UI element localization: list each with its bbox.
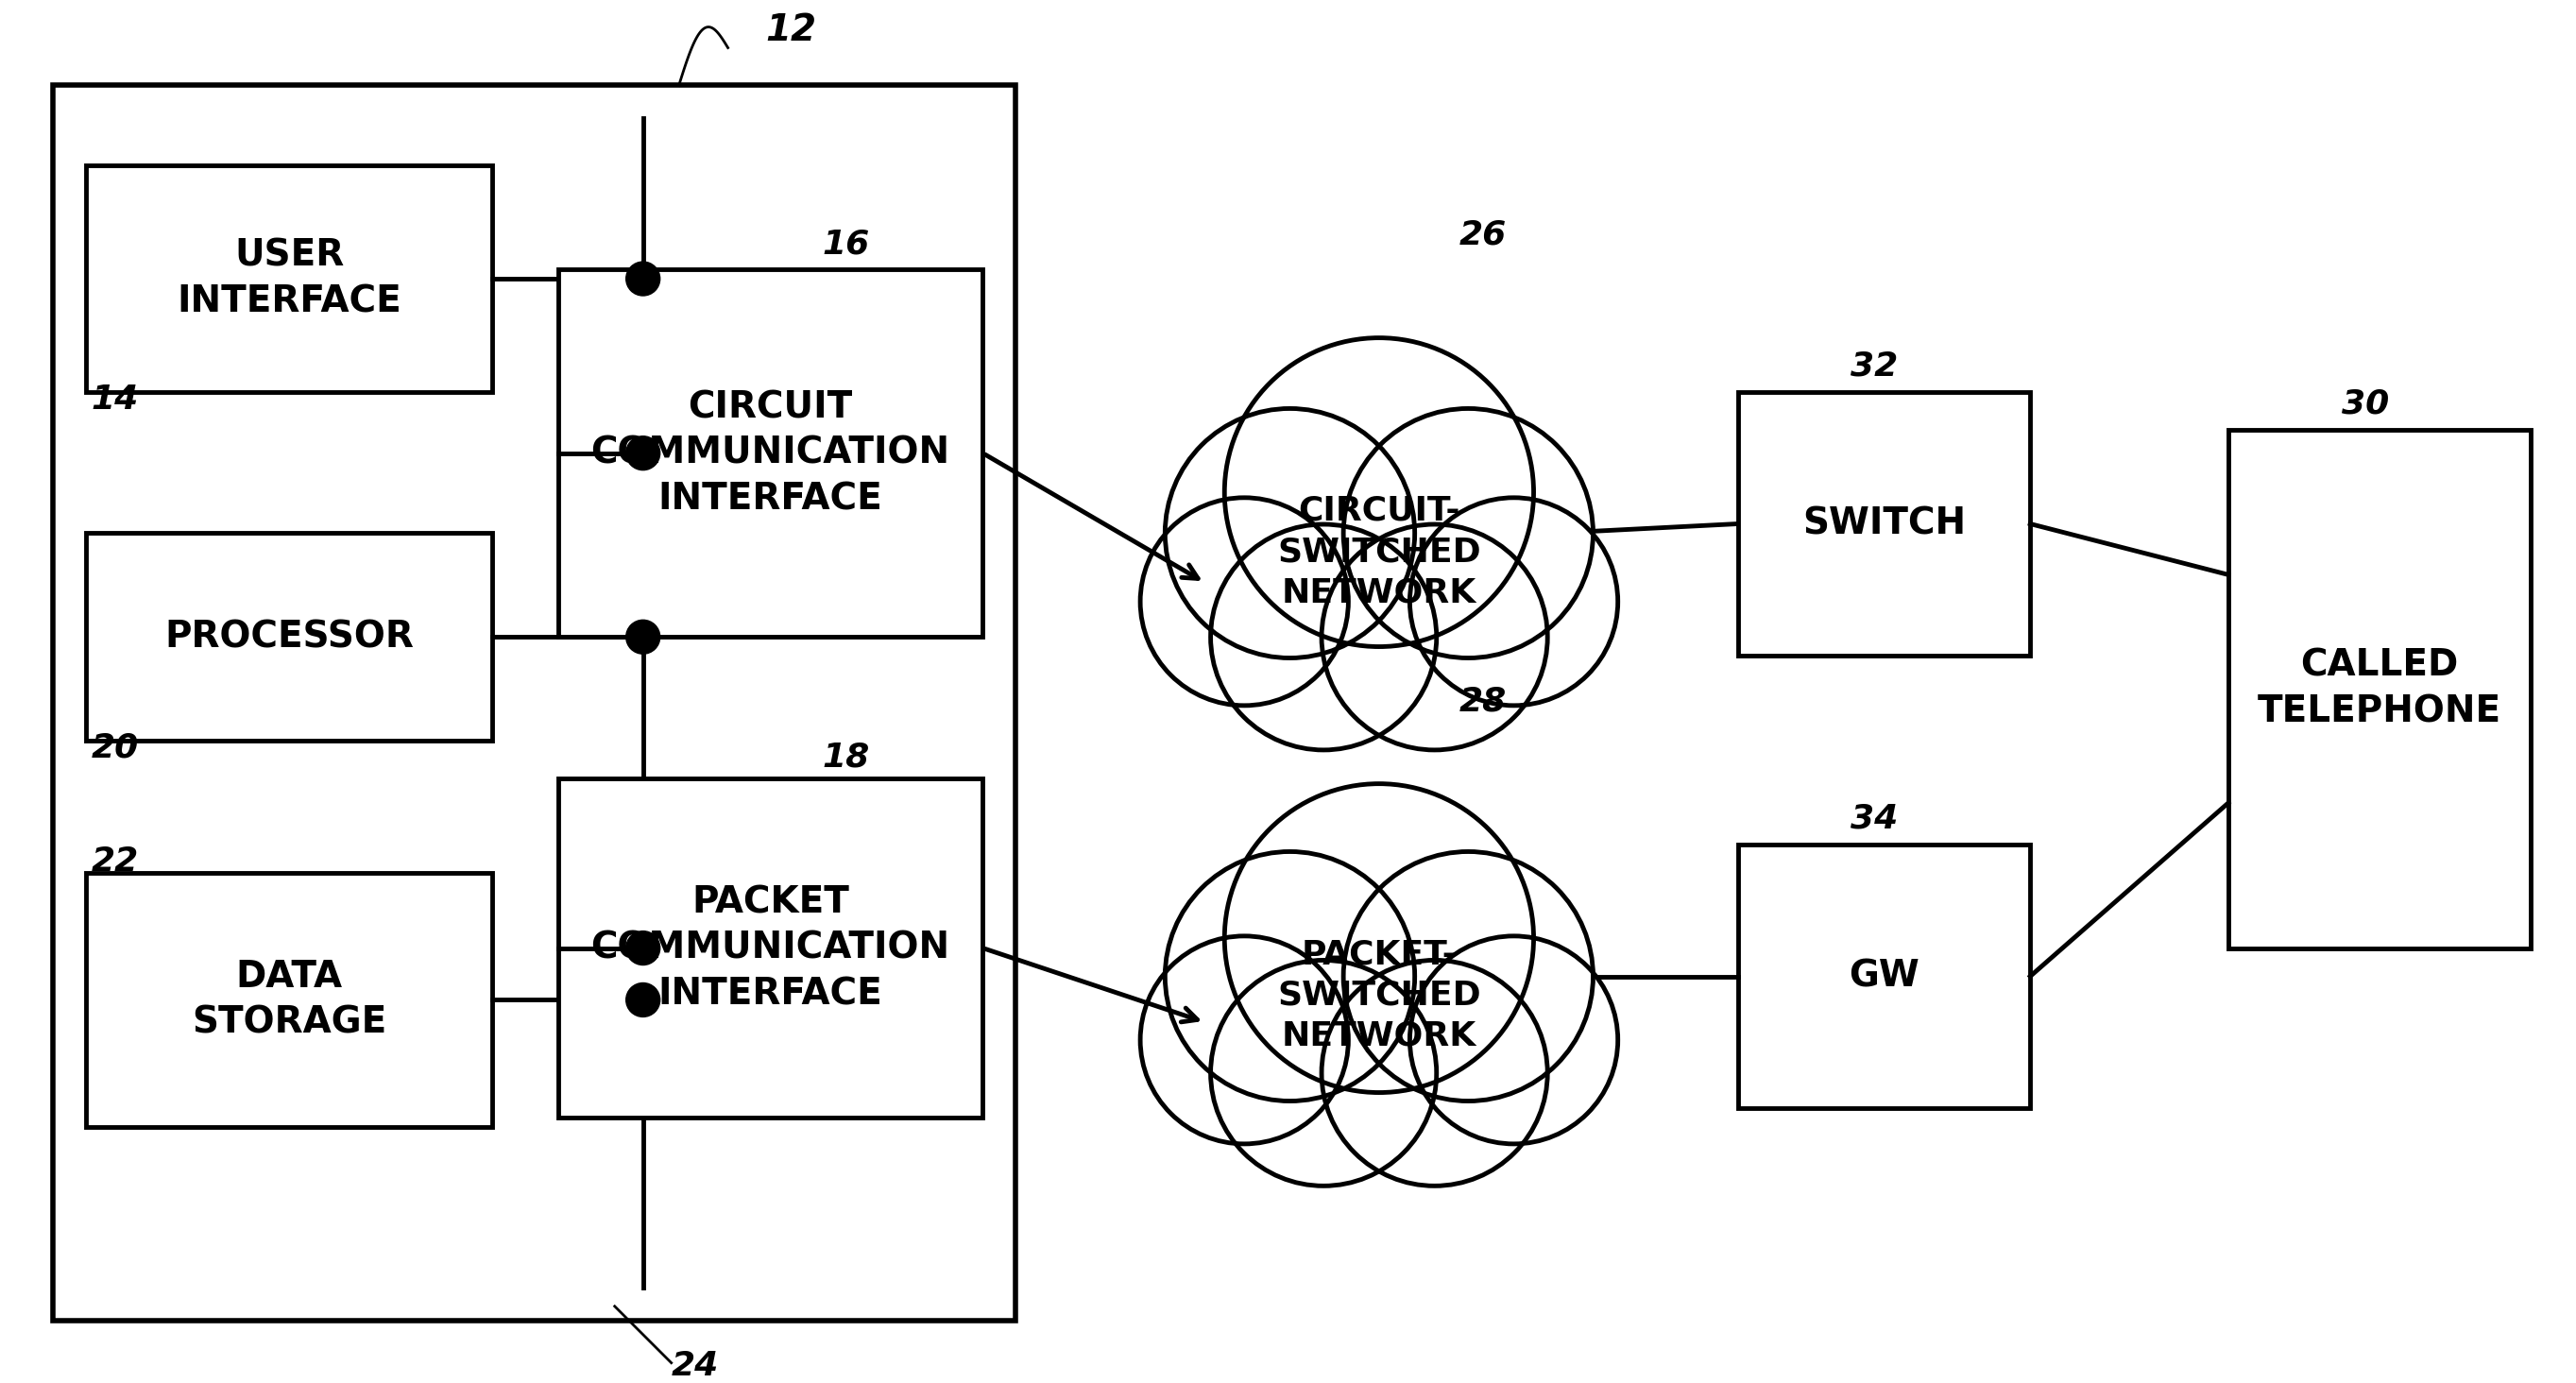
Text: 24: 24 xyxy=(672,1350,719,1382)
Circle shape xyxy=(1141,498,1347,705)
FancyBboxPatch shape xyxy=(1739,391,2030,656)
Text: GW: GW xyxy=(1850,958,1919,994)
FancyBboxPatch shape xyxy=(54,86,1015,1321)
FancyBboxPatch shape xyxy=(2228,430,2530,947)
Circle shape xyxy=(1409,936,1618,1144)
Circle shape xyxy=(626,983,659,1017)
Circle shape xyxy=(1164,852,1414,1101)
Text: 22: 22 xyxy=(90,845,139,877)
Text: 12: 12 xyxy=(765,12,817,48)
FancyBboxPatch shape xyxy=(1739,845,2030,1108)
Circle shape xyxy=(1164,408,1414,658)
Circle shape xyxy=(1211,524,1437,750)
Text: SWITCH: SWITCH xyxy=(1803,506,1965,542)
Circle shape xyxy=(626,620,659,654)
FancyBboxPatch shape xyxy=(85,873,492,1127)
FancyBboxPatch shape xyxy=(85,534,492,741)
Circle shape xyxy=(1321,960,1548,1185)
Text: DATA
STORAGE: DATA STORAGE xyxy=(191,958,386,1041)
Text: 20: 20 xyxy=(90,732,139,765)
FancyBboxPatch shape xyxy=(559,270,981,638)
Text: USER
INTERFACE: USER INTERFACE xyxy=(178,238,402,319)
Text: 16: 16 xyxy=(822,228,871,260)
Text: 18: 18 xyxy=(822,741,871,773)
Text: 34: 34 xyxy=(1852,802,1899,835)
Text: 30: 30 xyxy=(2342,389,2388,420)
Text: CIRCUIT-
SWITCHED
NETWORK: CIRCUIT- SWITCHED NETWORK xyxy=(1278,495,1481,610)
Text: 14: 14 xyxy=(90,383,139,415)
Circle shape xyxy=(1345,852,1592,1101)
Circle shape xyxy=(1224,337,1533,647)
FancyBboxPatch shape xyxy=(85,166,492,391)
Circle shape xyxy=(1345,408,1592,658)
Circle shape xyxy=(626,261,659,296)
Text: 32: 32 xyxy=(1852,350,1899,383)
Circle shape xyxy=(626,436,659,470)
Circle shape xyxy=(1321,524,1548,750)
Text: CALLED
TELEPHONE: CALLED TELEPHONE xyxy=(2257,649,2501,730)
Text: CIRCUIT
COMMUNICATION
INTERFACE: CIRCUIT COMMUNICATION INTERFACE xyxy=(590,390,951,517)
Text: 28: 28 xyxy=(1458,685,1507,716)
Circle shape xyxy=(1409,498,1618,705)
Text: 26: 26 xyxy=(1458,219,1507,250)
Text: PACKET
COMMUNICATION
INTERFACE: PACKET COMMUNICATION INTERFACE xyxy=(590,884,951,1012)
FancyBboxPatch shape xyxy=(559,779,981,1117)
Circle shape xyxy=(1224,784,1533,1093)
Circle shape xyxy=(1141,936,1347,1144)
Circle shape xyxy=(1211,960,1437,1185)
Text: PACKET-
SWITCHED
NETWORK: PACKET- SWITCHED NETWORK xyxy=(1278,938,1481,1052)
Text: PROCESSOR: PROCESSOR xyxy=(165,620,415,656)
Circle shape xyxy=(626,931,659,965)
